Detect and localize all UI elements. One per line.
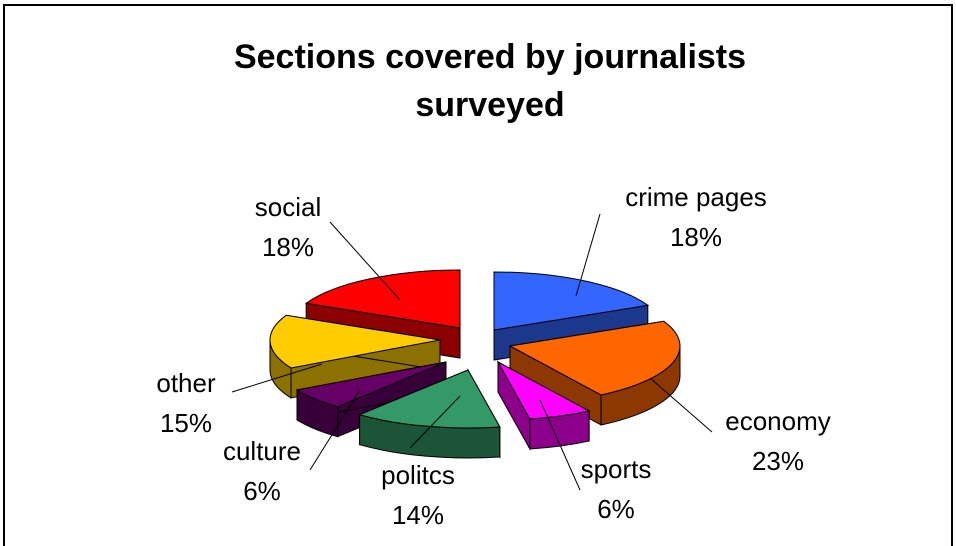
slice-label-value-crime-pages: 18% [670,222,722,252]
slice-label-name-politcs: politcs [381,460,455,490]
pie-slice-economy [508,320,681,426]
leader-line-other [231,363,323,393]
pie-slices [269,269,681,459]
pie-slice-top [493,271,650,331]
slice-label-value-other: 15% [160,408,212,438]
slice-labels: crime pages 18% economy 23% sports 6% politcs 1… [156,182,830,530]
pie-slice-top [496,360,591,420]
slice-label-name-social: social [255,192,321,222]
slice-label-name-other: other [156,368,216,398]
leader-line-social [329,221,401,301]
slice-label-value-economy: 23% [752,446,804,476]
pie-slice-other [269,314,441,399]
pie-slice-top [304,269,461,329]
leader-line-economy [649,377,713,433]
pie-slice-culture [295,361,447,438]
leader-line-culture [309,389,361,471]
slice-label-value-sports: 6% [597,494,635,524]
chart-title-line-2: surveyed [415,86,564,124]
leader-line-crime-pages [575,213,601,297]
slice-label-name-culture: culture [223,436,301,466]
slice-label-value-culture: 6% [243,476,281,506]
pie-slice-top [358,369,501,429]
pie-slice-sports [496,360,591,451]
chart-title-line-1: Sections covered by journalists [234,38,746,76]
leader-line-politcs [409,395,461,449]
slice-label-name-economy: economy [725,406,831,436]
slice-label-value-politcs: 14% [392,500,444,530]
pie-slice-top [269,314,441,369]
pie-slice-politcs [358,368,501,459]
slice-label-value-social: 18% [262,232,314,262]
leader-line-sports [539,399,581,491]
pie-slice-top [295,361,447,408]
pie-slice-top [508,320,681,396]
slice-label-name-crime-pages: crime pages [625,182,767,212]
slice-label-name-sports: sports [581,454,652,484]
